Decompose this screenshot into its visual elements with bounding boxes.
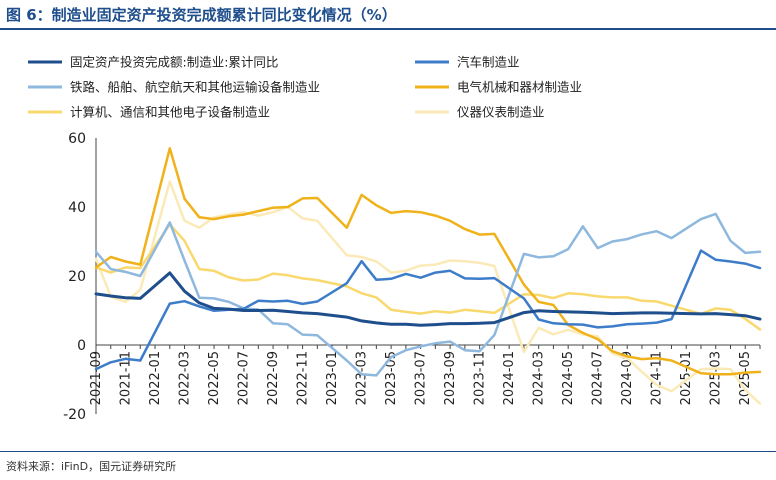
x-tick-label: 2021-09 xyxy=(89,351,104,405)
y-tick-label: 0 xyxy=(77,338,86,354)
chart-axes: -20 0 20 40 60 2021-09 2021-11 2022-01 2022-03 20… xyxy=(63,131,761,423)
x-tick-label: 2022-09 xyxy=(266,351,281,405)
legend-label: 汽车制造业 xyxy=(457,55,520,70)
footer-rule xyxy=(0,451,776,452)
title-rule xyxy=(0,28,776,30)
x-tick-label: 2023-05 xyxy=(384,351,399,405)
series-line xyxy=(94,223,762,331)
x-tick-label: 2024-01 xyxy=(502,351,517,405)
y-tick-label: 40 xyxy=(68,200,86,216)
legend-label: 仪器仪表制造业 xyxy=(457,105,545,120)
x-tick-label: 2021-11 xyxy=(119,351,134,405)
series-line xyxy=(94,271,762,327)
x-tick-label: 2022-11 xyxy=(296,351,311,405)
x-tick-label: 2025-01 xyxy=(679,351,694,405)
y-tick-label: 60 xyxy=(68,131,86,147)
x-tick-label: 2022-05 xyxy=(207,351,222,405)
x-tick-label: 2024-11 xyxy=(650,351,665,405)
x-tick-label: 2023-01 xyxy=(325,351,340,405)
x-tick-label: 2024-07 xyxy=(591,351,606,405)
legend-label: 计算机、通信和其他电子设备制造业 xyxy=(70,105,270,120)
x-tick-label: 2022-01 xyxy=(148,351,163,405)
x-tick-label: 2024-03 xyxy=(532,351,547,405)
series-line xyxy=(94,249,762,371)
legend-label: 铁路、船舶、航空航天和其他运输设备制造业 xyxy=(70,80,320,95)
legend-label: 固定资产投资完成额:制造业:累计同比 xyxy=(70,55,278,70)
x-tick-label: 2023-07 xyxy=(414,351,429,405)
x-tick-label: 2022-03 xyxy=(178,351,193,405)
x-tick-label: 2025-03 xyxy=(709,351,724,405)
y-tick-label: 20 xyxy=(68,269,86,285)
x-tick-label: 2022-07 xyxy=(237,351,252,405)
chart-title: 图 6：制造业固定资产投资完成额累计同比变化情况（%） xyxy=(6,6,397,24)
y-tick-label: -20 xyxy=(63,407,86,423)
x-tick-label: 2024-09 xyxy=(620,351,635,405)
series-line xyxy=(94,212,762,377)
legend-label: 电气机械和器材制造业 xyxy=(457,80,582,95)
x-tick-label: 2025-05 xyxy=(738,351,753,405)
chart-legend: 固定资产投资完成额:制造业:累计同比 汽车制造业铁路、船舶、航空航天和其他运输设备… xyxy=(28,55,582,120)
series-line xyxy=(94,147,762,376)
x-tick-label: 2024-05 xyxy=(561,351,576,405)
chart-series xyxy=(94,147,762,405)
x-tick-label: 2023-11 xyxy=(473,351,488,405)
x-tick-label: 2023-09 xyxy=(443,351,458,405)
x-tick-label: 2023-03 xyxy=(355,351,370,405)
source-note: 资料来源：iFinD，国元证券研究所 xyxy=(6,460,177,473)
